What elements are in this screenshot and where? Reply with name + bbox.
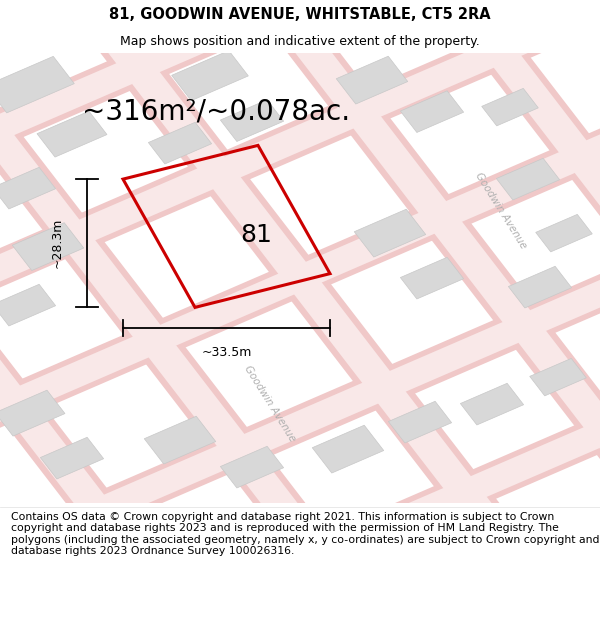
Text: Contains OS data © Crown copyright and database right 2021. This information is : Contains OS data © Crown copyright and d… [11,512,599,556]
Polygon shape [0,284,56,326]
Text: 81, GOODWIN AVENUE, WHITSTABLE, CT5 2RA: 81, GOODWIN AVENUE, WHITSTABLE, CT5 2RA [109,8,491,22]
Polygon shape [0,168,56,209]
Polygon shape [496,158,560,200]
Polygon shape [172,51,248,101]
Polygon shape [536,214,592,252]
Text: Map shows position and indicative extent of the property.: Map shows position and indicative extent… [120,35,480,48]
Polygon shape [354,209,426,257]
Polygon shape [0,390,65,436]
Polygon shape [508,266,572,308]
Polygon shape [40,438,104,479]
Polygon shape [220,446,284,488]
Polygon shape [0,32,600,625]
Text: ~316m²/~0.078ac.: ~316m²/~0.078ac. [82,98,350,126]
Polygon shape [400,91,464,132]
Polygon shape [530,358,586,396]
Polygon shape [0,0,600,528]
Polygon shape [400,258,464,299]
Polygon shape [336,56,408,104]
Polygon shape [388,401,452,443]
Text: ~28.3m: ~28.3m [50,218,64,269]
Polygon shape [0,28,600,625]
Polygon shape [312,425,384,473]
Polygon shape [220,100,284,141]
Text: Goodwin Avenue: Goodwin Avenue [473,171,529,251]
Polygon shape [482,88,538,126]
Text: 81: 81 [241,223,272,248]
Text: ~33.5m: ~33.5m [202,346,251,359]
Polygon shape [0,0,600,532]
Polygon shape [37,111,107,157]
Polygon shape [460,383,524,425]
Polygon shape [148,122,212,164]
Polygon shape [0,56,74,113]
Text: Goodwin Avenue: Goodwin Avenue [242,364,298,444]
Polygon shape [144,416,216,464]
Polygon shape [12,222,84,271]
